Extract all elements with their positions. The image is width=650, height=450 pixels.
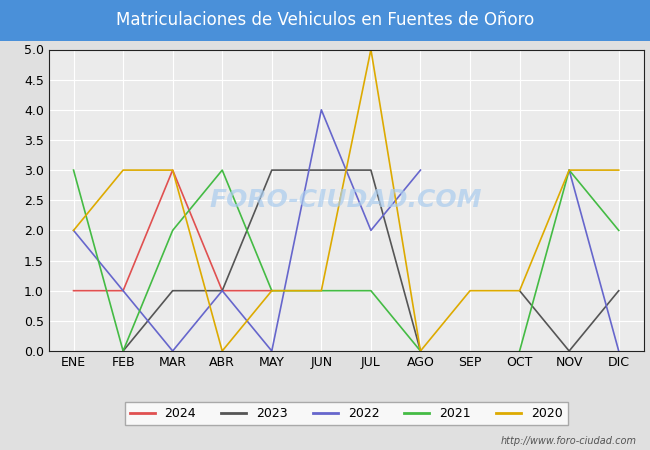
Text: FORO-CIUDAD.COM: FORO-CIUDAD.COM	[210, 188, 482, 212]
Text: Matriculaciones de Vehiculos en Fuentes de Oñoro: Matriculaciones de Vehiculos en Fuentes …	[116, 11, 534, 29]
Text: http://www.foro-ciudad.com: http://www.foro-ciudad.com	[501, 436, 637, 446]
Legend: 2024, 2023, 2022, 2021, 2020: 2024, 2023, 2022, 2021, 2020	[125, 402, 567, 426]
